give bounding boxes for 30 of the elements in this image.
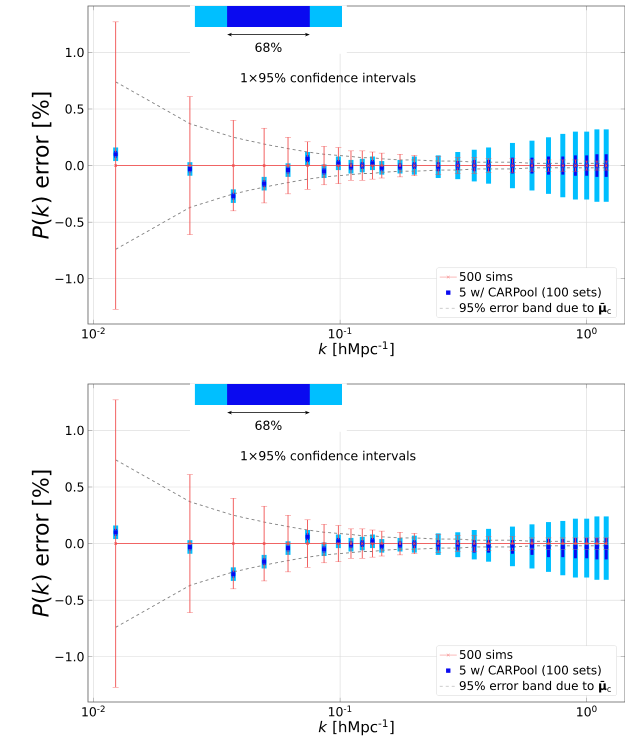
y-tick-label: 1.0 xyxy=(66,426,84,436)
annotation: 1×95% confidence intervals xyxy=(241,72,416,82)
legend-label: 5 w/ CARPool (100 sets) xyxy=(460,665,601,676)
y-tick-label: −1.0 xyxy=(56,274,84,284)
legend-label: 500 sims xyxy=(460,272,512,282)
y-tick-label: −0.5 xyxy=(56,217,84,227)
legend-label: 5 w/ CARPool (100 sets) xyxy=(460,287,601,298)
legend-label: 95% error band due to μ̄$_{c}$ xyxy=(460,302,611,314)
y-tick-label: 0.5 xyxy=(65,104,84,114)
x-tick-label: 10$^{-1}$ xyxy=(328,706,352,716)
y-tick-label: 0.0 xyxy=(65,160,84,170)
x-axis-title: k [hMpc$^{-1}$] xyxy=(318,341,394,358)
x-tick-label: 10$^{0}$ xyxy=(577,706,597,717)
y-axis-title: P(k) error [%] xyxy=(32,92,52,239)
legend-label: 500 sims xyxy=(460,650,512,660)
x-tick-label: 10$^{0}$ xyxy=(577,328,597,339)
y-tick-label: −1.0 xyxy=(56,652,84,662)
x-tick-label: 10$^{-2}$ xyxy=(82,706,105,717)
y-tick-label: 0.0 xyxy=(65,538,84,548)
y-axis-title: P(k) error [%] xyxy=(32,470,52,617)
y-tick-label: −0.5 xyxy=(56,595,84,605)
annotation: 1×95% confidence intervals xyxy=(241,450,416,460)
annotation: 68% xyxy=(255,420,282,430)
annotation: 68% xyxy=(255,42,282,52)
x-tick-label: 10$^{-2}$ xyxy=(82,328,105,339)
x-tick-label: 10$^{-1}$ xyxy=(328,328,352,338)
y-tick-label: 0.5 xyxy=(65,482,84,492)
legend-label: 95% error band due to μ̄$_{c}$ xyxy=(460,680,611,692)
x-axis-title: k [hMpc$^{-1}$] xyxy=(318,719,394,736)
y-tick-label: 1.0 xyxy=(66,48,84,58)
